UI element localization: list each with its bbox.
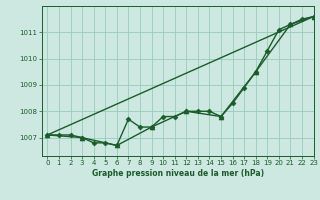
X-axis label: Graphe pression niveau de la mer (hPa): Graphe pression niveau de la mer (hPa) — [92, 169, 264, 178]
